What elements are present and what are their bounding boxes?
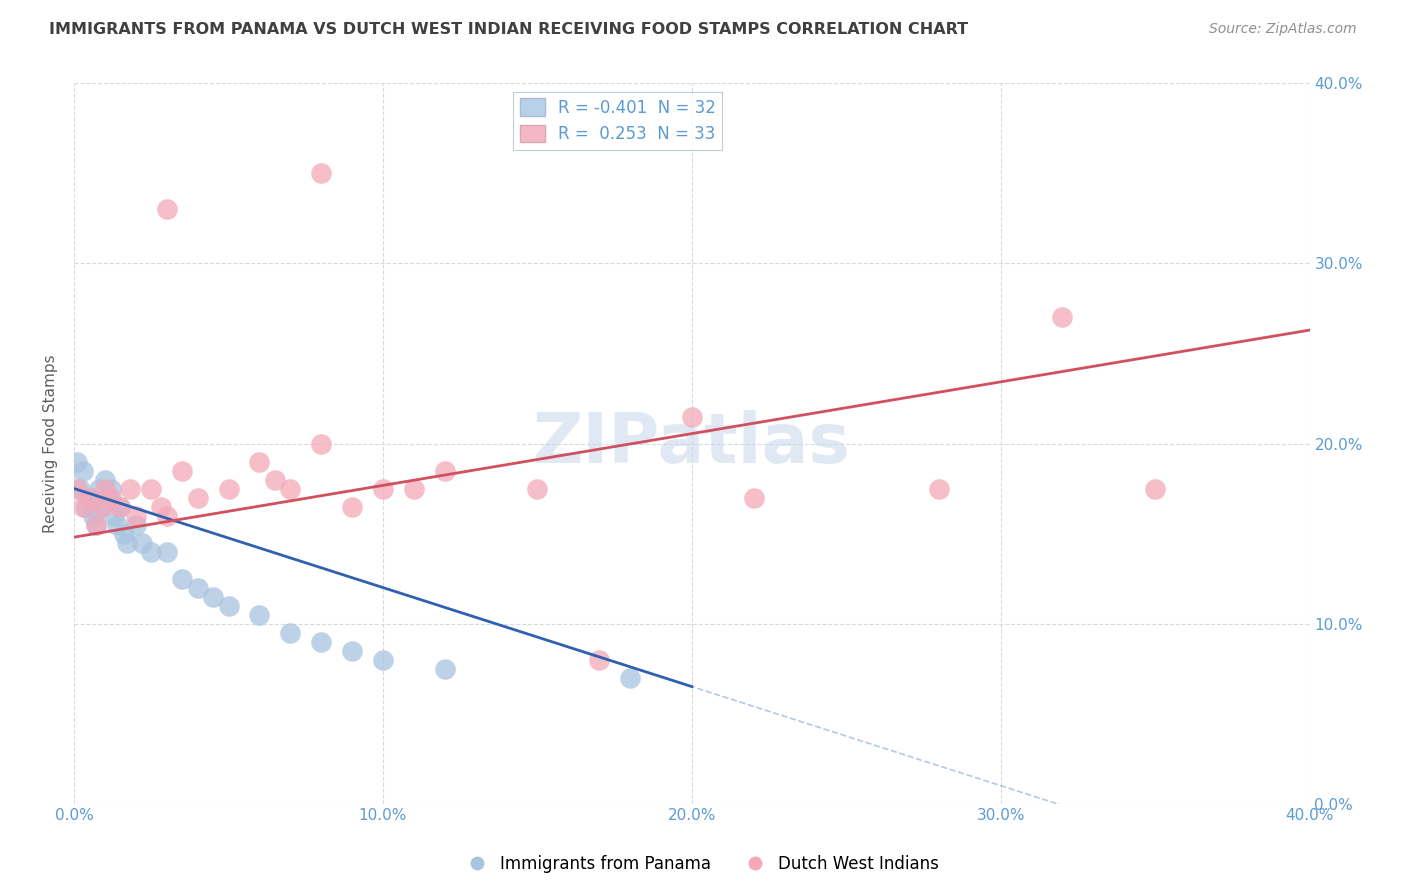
Point — [247, 454, 270, 468]
Legend: Immigrants from Panama, Dutch West Indians: Immigrants from Panama, Dutch West India… — [460, 848, 946, 880]
Point — [66, 482, 89, 496]
Text: IMMIGRANTS FROM PANAMA VS DUTCH WEST INDIAN RECEIVING FOOD STAMPS CORRELATION CH: IMMIGRANTS FROM PANAMA VS DUTCH WEST IND… — [49, 22, 969, 37]
Point — [149, 500, 172, 514]
Point — [340, 500, 363, 514]
Point — [103, 508, 125, 523]
Point — [433, 662, 456, 676]
Point — [72, 500, 94, 514]
Point — [112, 526, 135, 541]
Point — [218, 482, 240, 496]
Point — [172, 572, 194, 586]
Point — [187, 491, 209, 505]
Point — [110, 500, 132, 514]
Point — [141, 544, 163, 558]
Y-axis label: Receiving Food Stamps: Receiving Food Stamps — [44, 354, 58, 533]
Point — [94, 473, 117, 487]
Point — [141, 482, 163, 496]
Point — [742, 491, 765, 505]
Point — [218, 599, 240, 613]
Point — [588, 652, 610, 666]
Point — [110, 500, 132, 514]
Point — [278, 625, 301, 640]
Point — [928, 482, 950, 496]
Point — [263, 473, 285, 487]
Point — [371, 652, 394, 666]
Point — [105, 517, 128, 532]
Point — [79, 491, 101, 505]
Point — [79, 491, 101, 505]
Point — [156, 508, 179, 523]
Point — [619, 671, 641, 685]
Text: ZIPatlas: ZIPatlas — [533, 410, 851, 477]
Point — [187, 581, 209, 595]
Point — [90, 500, 112, 514]
Point — [97, 491, 120, 505]
Point — [309, 166, 332, 180]
Point — [309, 634, 332, 648]
Point — [131, 535, 153, 549]
Point — [278, 482, 301, 496]
Point — [681, 409, 703, 424]
Point — [84, 517, 107, 532]
Point — [94, 482, 117, 496]
Point — [66, 454, 89, 468]
Point — [87, 482, 110, 496]
Point — [340, 643, 363, 657]
Point — [202, 590, 225, 604]
Point — [84, 517, 107, 532]
Point — [90, 500, 112, 514]
Point — [402, 482, 425, 496]
Point — [118, 482, 141, 496]
Point — [100, 491, 122, 505]
Point — [1144, 482, 1167, 496]
Point — [172, 464, 194, 478]
Legend: R = -0.401  N = 32, R =  0.253  N = 33: R = -0.401 N = 32, R = 0.253 N = 33 — [513, 92, 723, 150]
Point — [100, 482, 122, 496]
Point — [433, 464, 456, 478]
Point — [82, 508, 104, 523]
Point — [69, 482, 91, 496]
Point — [247, 607, 270, 622]
Point — [125, 508, 148, 523]
Point — [371, 482, 394, 496]
Point — [115, 535, 138, 549]
Point — [526, 482, 548, 496]
Point — [309, 436, 332, 450]
Point — [72, 464, 94, 478]
Point — [156, 544, 179, 558]
Point — [125, 517, 148, 532]
Point — [156, 202, 179, 217]
Point — [75, 500, 97, 514]
Text: Source: ZipAtlas.com: Source: ZipAtlas.com — [1209, 22, 1357, 37]
Point — [1052, 310, 1074, 325]
